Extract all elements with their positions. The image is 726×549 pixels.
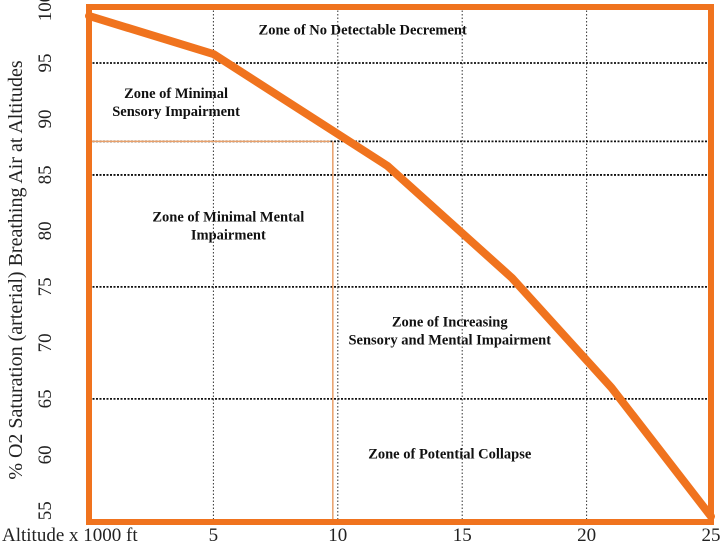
zone-label: Zone of Minimal Mental [152,209,304,225]
zone-label: Impairment [191,227,266,243]
y-tick-label: 85 [35,165,56,184]
zone-label: Zone of Increasing [392,315,508,331]
y-tick-label: 60 [35,445,56,464]
y-tick-label: 90 [35,109,56,128]
y-axis-label: % O2 Saturation (arterial) Breathing Air… [5,60,27,480]
y-tick-label: 70 [35,333,56,352]
y-tick-label: 95 [35,53,56,72]
plot-frame [86,4,714,525]
x-tick-label: 15 [453,525,472,546]
y-tick-label: 80 [35,221,56,240]
saturation-curve [85,11,715,521]
zone-label: Sensory and Mental Impairment [348,333,551,349]
x-tick-label: 10 [328,525,347,546]
x-tick-label: 25 [702,525,721,546]
zone-label: Sensory Impairment [112,104,240,120]
x-tick-label: 20 [577,525,596,546]
y-tick-label: 100 [35,0,56,21]
x-tick-label: 5 [209,525,219,546]
zone-label: Zone of Minimal [124,86,228,102]
zone-label: Zone of No Detectable Decrement [259,22,467,38]
y-tick-label: 55 [35,501,56,520]
y-tick-label: 75 [35,277,56,296]
x-axis-label: Altitude x 1000 ft [2,525,138,546]
zone-label: Zone of Potential Collapse [368,447,532,463]
y-tick-label: 65 [35,389,56,408]
